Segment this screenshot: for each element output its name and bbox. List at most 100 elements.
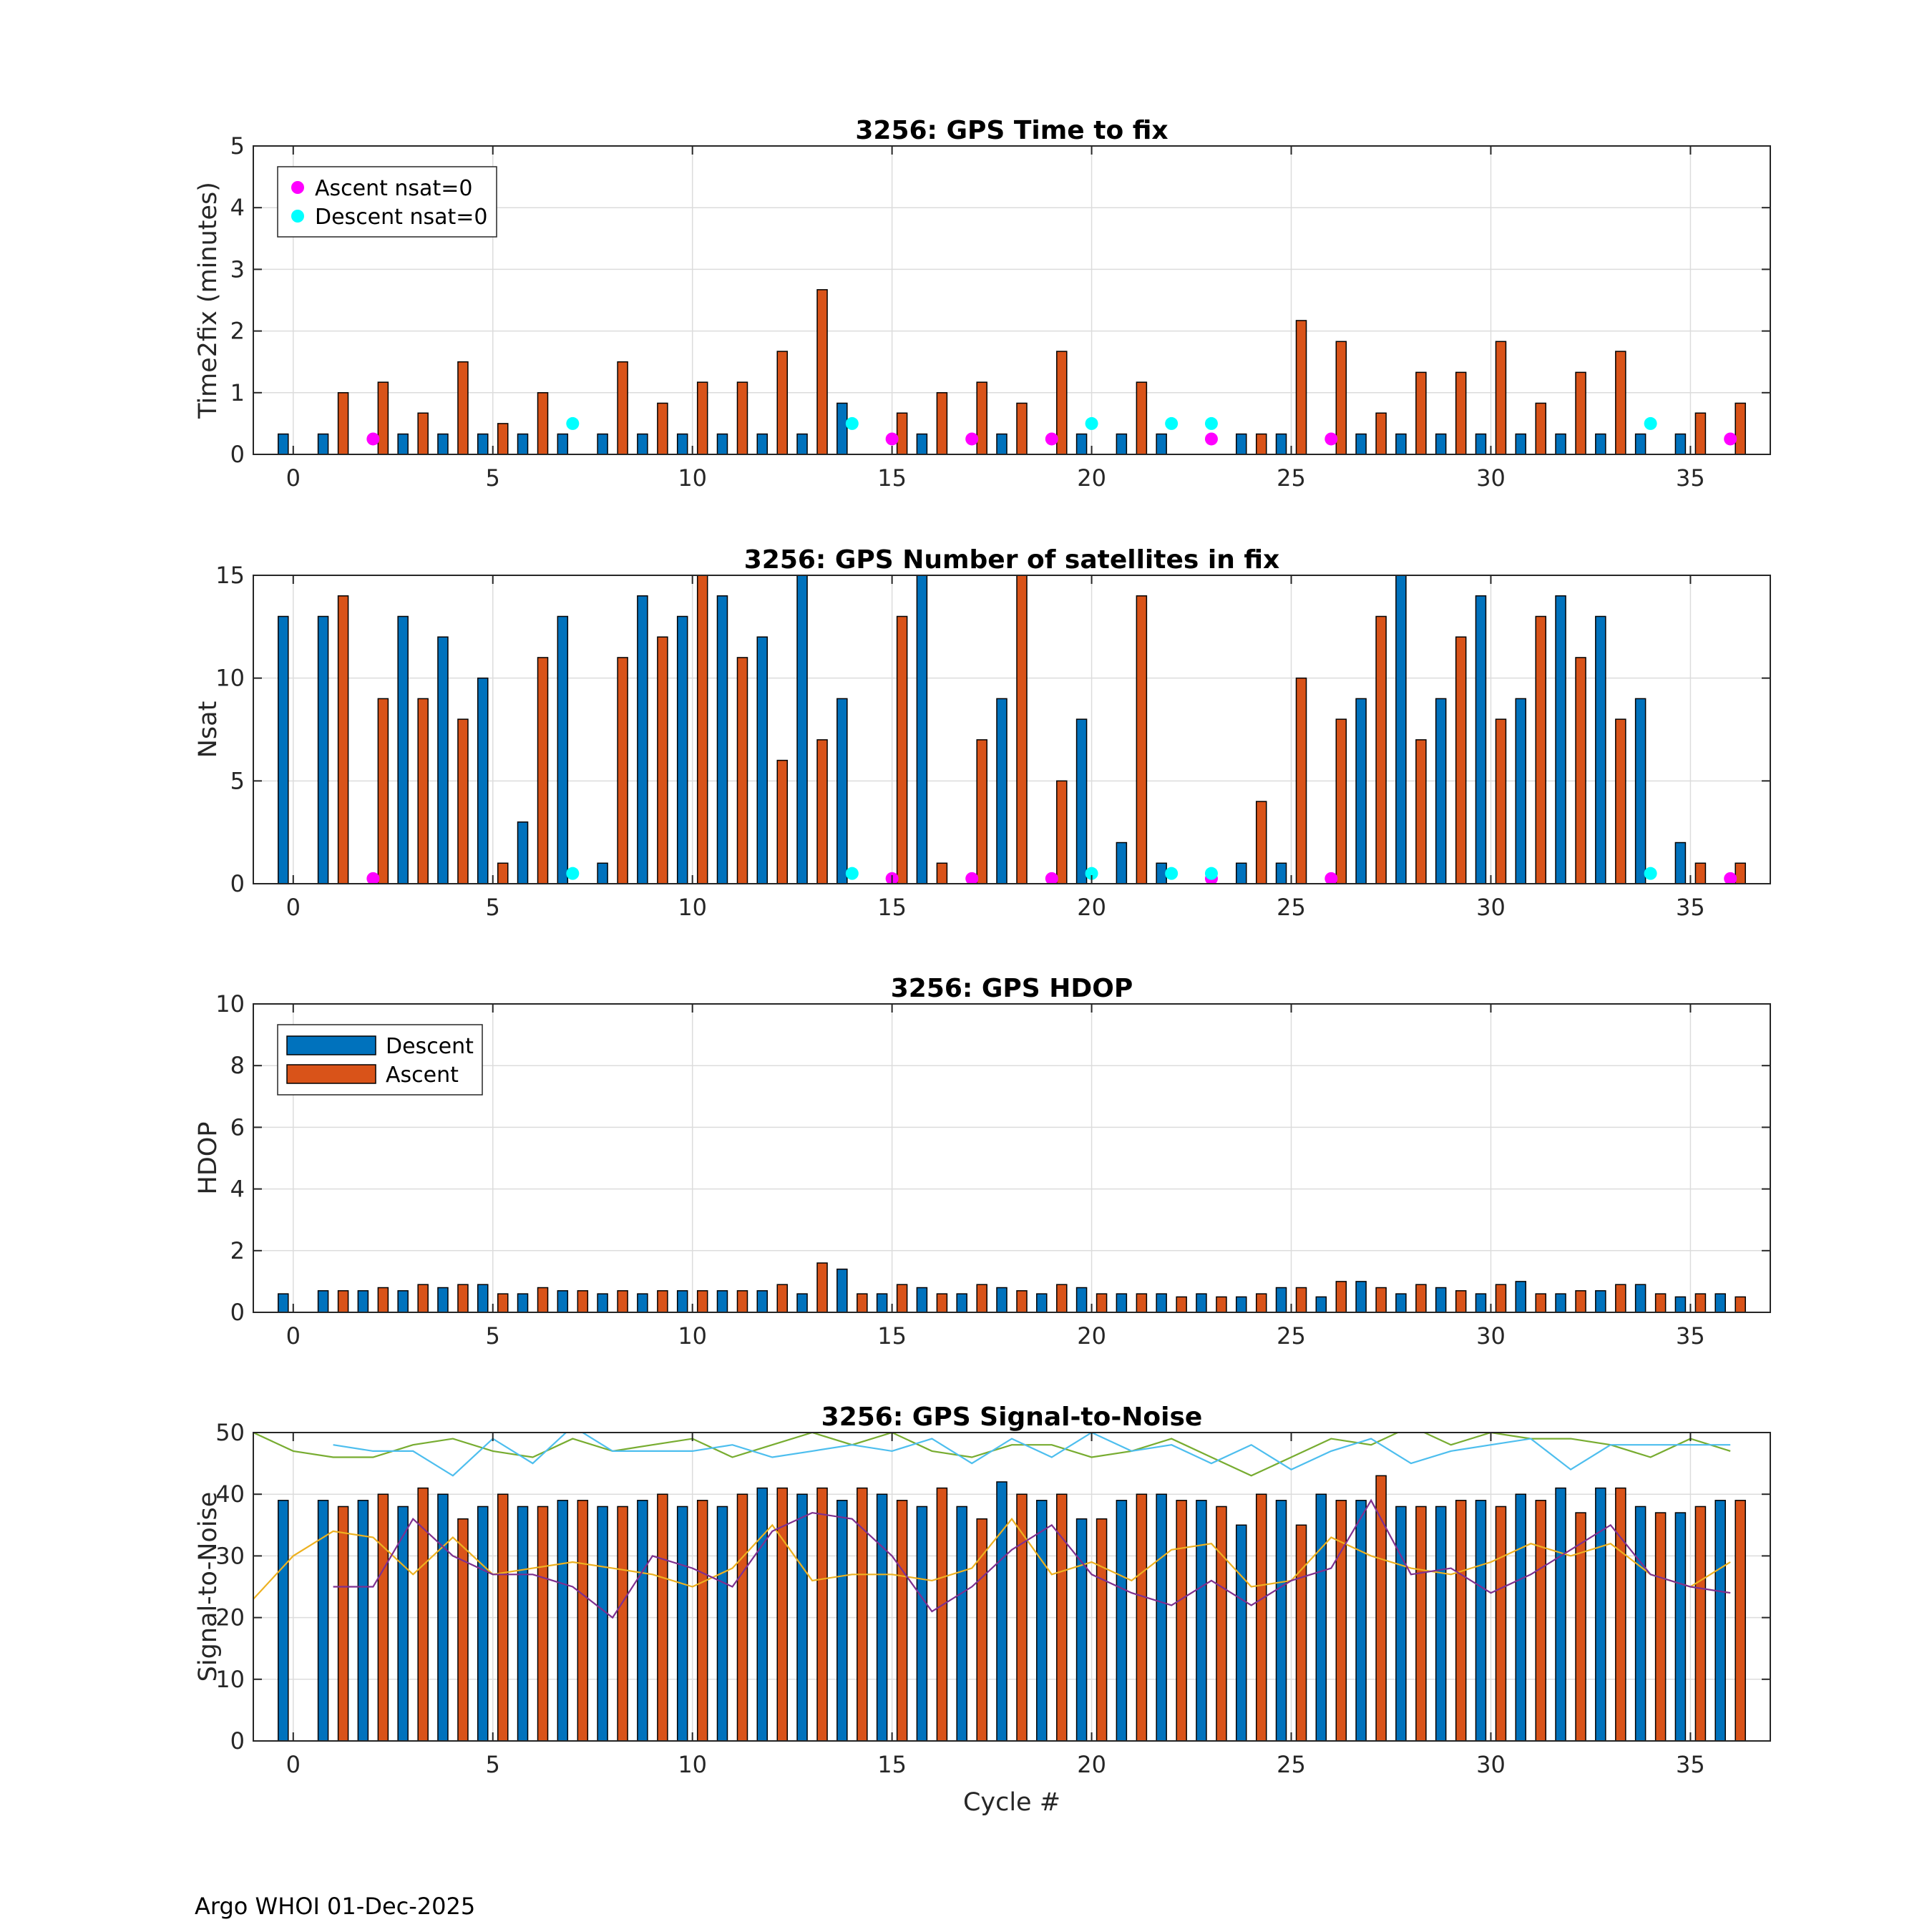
x-tick-label: 10 — [678, 1751, 707, 1778]
x-tick-label: 0 — [286, 1751, 301, 1778]
ascent-nsat0-marker — [965, 432, 979, 446]
descent-nsat0-marker — [1165, 867, 1179, 880]
descent-bar — [1275, 862, 1287, 884]
ascent-bar — [1495, 1284, 1507, 1312]
ascent-bar — [1575, 1512, 1586, 1741]
ascent-bar — [377, 698, 389, 884]
descent-bar — [637, 1500, 648, 1741]
ascent-bar — [1615, 1284, 1626, 1312]
ascent-bar — [896, 1284, 908, 1312]
ascent-bar — [1136, 595, 1148, 884]
ascent-bar — [337, 1290, 349, 1312]
ascent-bar — [1176, 1500, 1187, 1741]
ascent-bar — [696, 381, 708, 454]
ascent-bar — [1535, 402, 1547, 454]
x-tick-label: 35 — [1676, 464, 1705, 492]
x-tick-label: 25 — [1277, 1751, 1306, 1778]
ascent-bar — [1375, 412, 1387, 454]
ascent-bar — [617, 1290, 628, 1312]
ascent-bar — [1455, 371, 1467, 454]
descent-bar — [1395, 1293, 1407, 1312]
ascent-bar — [497, 1493, 509, 1741]
descent-bar — [317, 433, 329, 454]
x-tick-label: 10 — [678, 1322, 707, 1350]
x-tick-label: 5 — [486, 894, 500, 921]
descent-bar — [357, 1500, 369, 1741]
ascent-bar — [377, 381, 389, 454]
descent-bar — [796, 575, 808, 884]
y-tick-label: 0 — [230, 441, 245, 468]
y-axis-label: Time2fix (minutes) — [194, 182, 223, 419]
ascent-bar — [1455, 1290, 1467, 1312]
ascent-bar — [1335, 1500, 1347, 1741]
legend-label: Ascent — [386, 1063, 459, 1088]
descent-bar — [1435, 1287, 1447, 1312]
axes-frame — [253, 145, 1771, 455]
descent-bar — [1275, 433, 1287, 454]
descent-bar — [1196, 1500, 1207, 1741]
descent-bar — [1156, 433, 1167, 454]
ascent-bar — [936, 392, 948, 454]
descent-bar — [437, 636, 449, 884]
ascent-bar — [1375, 1475, 1387, 1741]
y-tick-label: 0 — [230, 1299, 245, 1326]
descent-bar — [317, 1500, 329, 1741]
descent-bar — [1395, 433, 1407, 454]
descent-bar — [1555, 1293, 1566, 1312]
descent-bar — [477, 677, 489, 884]
y-axis-label: HDOP — [194, 1122, 223, 1195]
snr-mean-line — [253, 1517, 1731, 1600]
legend-marker — [291, 210, 304, 223]
descent-bar — [1714, 1293, 1726, 1312]
legend-label: Descent — [386, 1034, 474, 1059]
ascent-bar — [1694, 1293, 1707, 1312]
y-tick-label: 2 — [230, 318, 245, 345]
legend-label: Descent nsat=0 — [315, 205, 487, 230]
descent-bar — [477, 1284, 489, 1312]
descent-bar — [278, 615, 289, 884]
ascent-bar — [1016, 1493, 1028, 1741]
x-tick-label: 30 — [1476, 894, 1506, 921]
descent-bar — [1275, 1287, 1287, 1312]
descent-bar — [1515, 1281, 1527, 1312]
descent-bar — [517, 821, 529, 884]
ascent-bar — [1335, 341, 1347, 454]
legend-swatch — [286, 1035, 376, 1055]
ascent-bar — [1535, 1500, 1547, 1741]
ascent-bar — [896, 615, 908, 884]
y-tick-label: 5 — [230, 132, 245, 160]
legend: Ascent nsat=0 Descent nsat=0 — [277, 166, 497, 238]
descent-bar — [637, 595, 648, 884]
x-tick-label: 0 — [286, 1322, 301, 1350]
x-tick-label: 15 — [877, 464, 907, 492]
ascent-bar — [537, 1506, 549, 1741]
ascent-bar — [1455, 1500, 1467, 1741]
panel-1: 0 5 10 15 20 25 30 35 0 1 2 3 4 5 3256: GPS Time to fi… — [194, 116, 1771, 492]
descent-bar — [637, 1293, 648, 1312]
plot-area — [278, 575, 1746, 884]
descent-bar — [1075, 718, 1088, 884]
ascent-bar — [1216, 1506, 1227, 1741]
ascent-bar — [936, 862, 948, 884]
descent-nsat0-marker — [845, 416, 859, 430]
descent-bar — [716, 1506, 728, 1741]
descent-bar — [278, 433, 289, 454]
ascent-bar — [417, 1487, 429, 1741]
ascent-bar — [1016, 1290, 1028, 1312]
descent-nsat0-marker — [1204, 867, 1218, 880]
descent-bar — [637, 433, 648, 454]
descent-nsat0-marker — [1165, 416, 1179, 430]
ascent-bar — [776, 1284, 789, 1312]
y-tick-label: 0 — [230, 870, 245, 897]
x-tick-label: 25 — [1277, 894, 1306, 921]
ascent-bar — [816, 1487, 828, 1741]
ascent-bar — [1096, 1293, 1108, 1312]
descent-bar — [956, 1506, 967, 1741]
ascent-bar — [1016, 575, 1028, 884]
descent-bar — [557, 615, 569, 884]
ascent-bar — [1575, 371, 1586, 454]
descent-bar — [1435, 1506, 1447, 1741]
descent-bar — [397, 433, 409, 454]
y-tick-label: 10 — [215, 1666, 245, 1693]
